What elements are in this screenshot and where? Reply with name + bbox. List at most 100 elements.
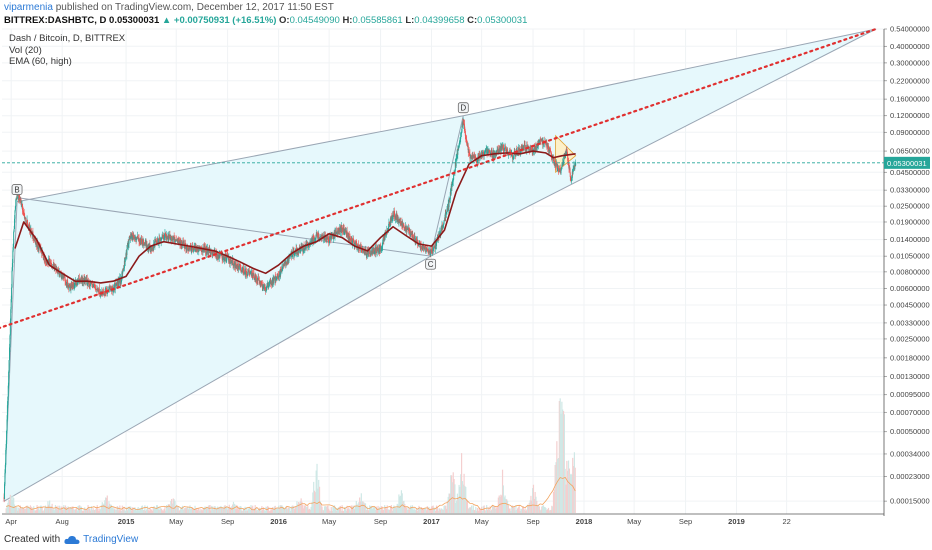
candle-body [406,228,408,232]
y-tick-label: 0.00130000 [890,372,930,381]
candle-body [400,221,402,224]
candle-body [398,220,400,224]
volume-bar [562,409,564,513]
candle-body [122,271,124,274]
volume-bar [283,509,286,513]
volume-bar [346,505,348,513]
volume-bar [342,510,344,513]
volume-bar [391,510,393,513]
volume-bar [535,496,537,513]
volume-bar [271,509,273,513]
volume-bar [349,509,351,513]
candle-body [38,247,40,250]
candle-body [213,251,215,254]
volume-bar [186,506,189,513]
volume-bar [182,509,184,513]
candle-body [523,145,525,151]
volume-bar [414,509,416,513]
volume-bar [548,510,550,513]
candle-body [49,262,51,264]
volume-bar [324,506,326,513]
candle-body [464,131,466,136]
candle-body [153,243,155,249]
candle-body [554,160,556,164]
footer: Created with TradingView [4,534,138,545]
volume-bar [131,507,133,513]
y-tick-label: 0.00095000 [890,390,930,399]
cloud-logo-icon [64,535,80,544]
candle-body [43,255,45,259]
y-tick-label: 0.01050000 [890,252,930,261]
candle-body [265,288,267,292]
candle-body [104,294,106,296]
volume-bar [343,510,345,513]
candle-body [8,371,10,386]
volume-bar [119,505,121,513]
candle-body [352,238,354,240]
y-tick-label: 0.00070000 [890,408,930,417]
volume-bar [516,508,519,513]
volume-bar [105,497,107,513]
volume-bar [252,508,255,513]
volume-bar [10,495,12,513]
candle-body [316,232,318,236]
volume-bar [378,508,380,513]
candle-body [44,259,46,262]
y-tick-label: 0.00023000 [890,472,930,481]
candle-body [305,242,307,250]
volume-bar [546,510,548,513]
volume-bar [164,507,166,513]
y-tick-label: 0.00034000 [890,449,930,458]
candle-body [434,244,436,249]
candle-body [9,320,11,336]
volume-bar [445,508,448,513]
volume-bar [39,510,41,513]
candle-body [174,241,176,242]
volume-bar [545,508,547,513]
candle-body [265,290,267,292]
volume-bar [98,510,100,513]
candle-body [112,290,114,292]
volume-bar [337,507,339,513]
candle-body [456,157,458,159]
volume-bar [227,509,229,513]
volume-bar [232,501,235,513]
volume-bar [133,509,135,513]
cd-line [430,115,464,257]
candle-body [280,269,282,271]
candle-body [443,223,445,226]
volume-bar [471,505,473,513]
volume-bar [431,506,433,513]
candle-body [500,146,502,151]
pattern-point-marker [11,184,23,195]
volume-bar [505,498,507,513]
volume-bar [479,508,481,513]
volume-bar [459,486,461,513]
volume-bar [475,506,477,513]
volume-bar [389,510,391,513]
volume-bar [413,507,415,513]
candle-body [12,250,14,264]
volume-bar [567,470,569,513]
candle-body [105,287,107,293]
candle-body [200,248,202,252]
y-tick-label: 0.00050000 [890,427,930,436]
volume-bar [370,505,372,513]
volume-bar [335,510,337,513]
tradingview-brand[interactable]: TradingView [64,534,138,545]
candle-body [77,280,79,285]
candle-body [476,159,478,164]
candle-body [353,239,355,245]
candle-body [454,162,456,171]
candle-body [342,227,344,233]
candle-body [349,236,351,239]
author-link[interactable]: viparmenia [4,2,53,13]
candle-body [399,218,401,223]
candle-body [19,200,21,201]
volume-bar [476,510,478,513]
volume-bar [76,510,78,513]
candle-body [565,149,567,155]
volume-bar [566,460,568,513]
candle-body [243,271,245,274]
